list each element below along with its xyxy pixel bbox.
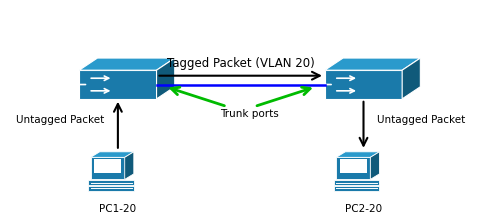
Polygon shape — [336, 157, 370, 179]
Text: Untagged Packet: Untagged Packet — [377, 115, 466, 125]
FancyBboxPatch shape — [334, 180, 380, 185]
Text: Untagged Packet: Untagged Packet — [16, 115, 104, 125]
Polygon shape — [402, 58, 420, 99]
FancyBboxPatch shape — [334, 186, 380, 191]
Polygon shape — [125, 152, 134, 179]
Polygon shape — [79, 70, 156, 99]
Polygon shape — [94, 159, 121, 173]
Polygon shape — [325, 58, 420, 70]
Polygon shape — [370, 152, 380, 179]
FancyBboxPatch shape — [88, 180, 134, 185]
Text: Tagged Packet (VLAN 20): Tagged Packet (VLAN 20) — [167, 57, 314, 70]
Text: Trunk ports: Trunk ports — [220, 109, 279, 119]
Polygon shape — [91, 152, 134, 157]
FancyBboxPatch shape — [88, 186, 134, 191]
Polygon shape — [340, 159, 367, 173]
Polygon shape — [325, 70, 402, 99]
Polygon shape — [91, 157, 125, 179]
Text: PC1-20: PC1-20 — [99, 204, 137, 214]
Text: PC2-20: PC2-20 — [345, 204, 382, 214]
Polygon shape — [79, 58, 175, 70]
Polygon shape — [156, 58, 175, 99]
Polygon shape — [336, 152, 380, 157]
